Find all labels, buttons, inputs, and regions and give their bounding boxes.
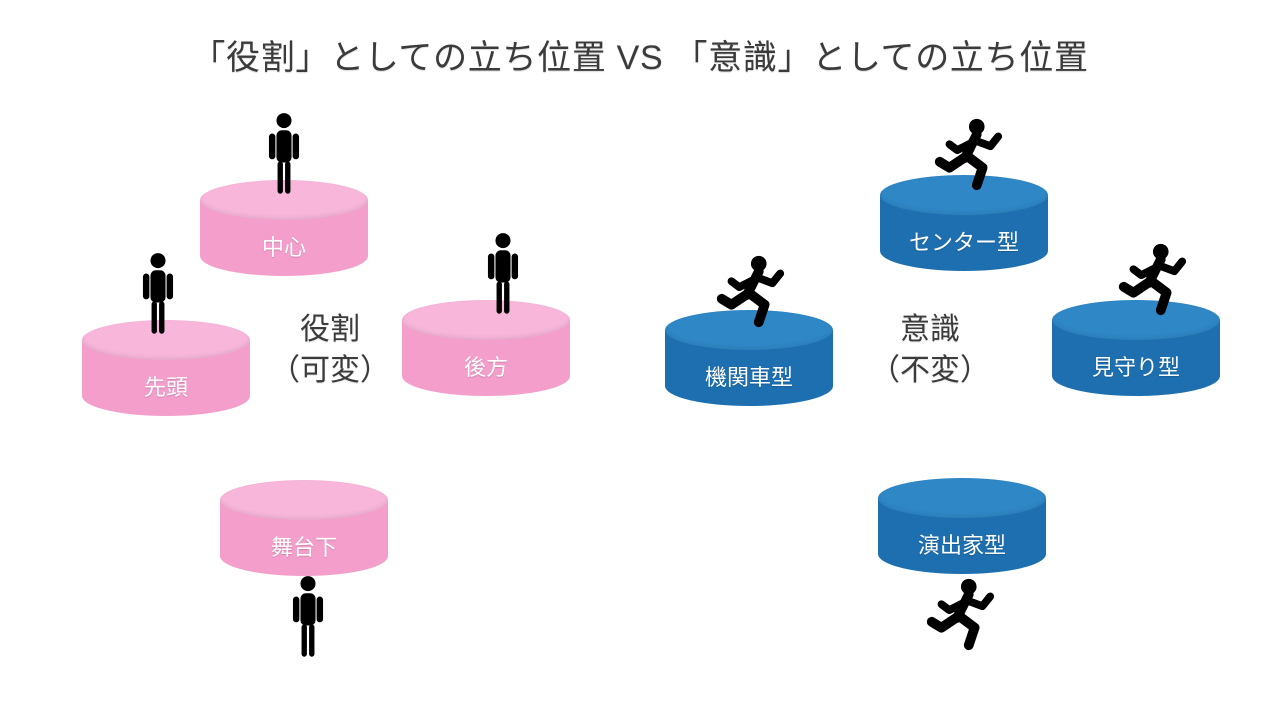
center-label-role: 役割（可変） [270, 310, 390, 391]
sense-node-watch-label: 見守り型 [1052, 350, 1220, 382]
sense-node-director-label: 演出家型 [878, 528, 1046, 560]
running-person-icon [710, 252, 788, 330]
standing-person-icon [135, 252, 181, 338]
center-label-sense-line1: 意識 [870, 310, 990, 351]
running-person-icon [920, 575, 998, 653]
role-node-below: 舞台下 [220, 480, 388, 576]
role-node-center-label: 中心 [200, 230, 368, 262]
role-node-rear-label: 後方 [402, 350, 570, 382]
standing-person-icon [285, 575, 331, 661]
center-label-sense-line2: （不変） [870, 351, 990, 392]
role-node-below-label: 舞台下 [220, 530, 388, 562]
center-label-sense: 意識（不変） [870, 310, 990, 391]
running-person-icon [928, 115, 1006, 193]
standing-person-icon [480, 232, 526, 318]
running-person-icon [1112, 240, 1190, 318]
sense-node-center-label: センター型 [880, 225, 1048, 257]
sense-node-engine-label: 機関車型 [665, 360, 833, 392]
standing-person-icon [261, 112, 307, 198]
page-title: 「役割」としての立ち位置 VS 「意識」としての立ち位置 [0, 30, 1280, 79]
center-label-role-line2: （可変） [270, 351, 390, 392]
role-node-front-label: 先頭 [82, 370, 250, 402]
center-label-role-line1: 役割 [270, 310, 390, 351]
sense-node-director: 演出家型 [878, 478, 1046, 574]
